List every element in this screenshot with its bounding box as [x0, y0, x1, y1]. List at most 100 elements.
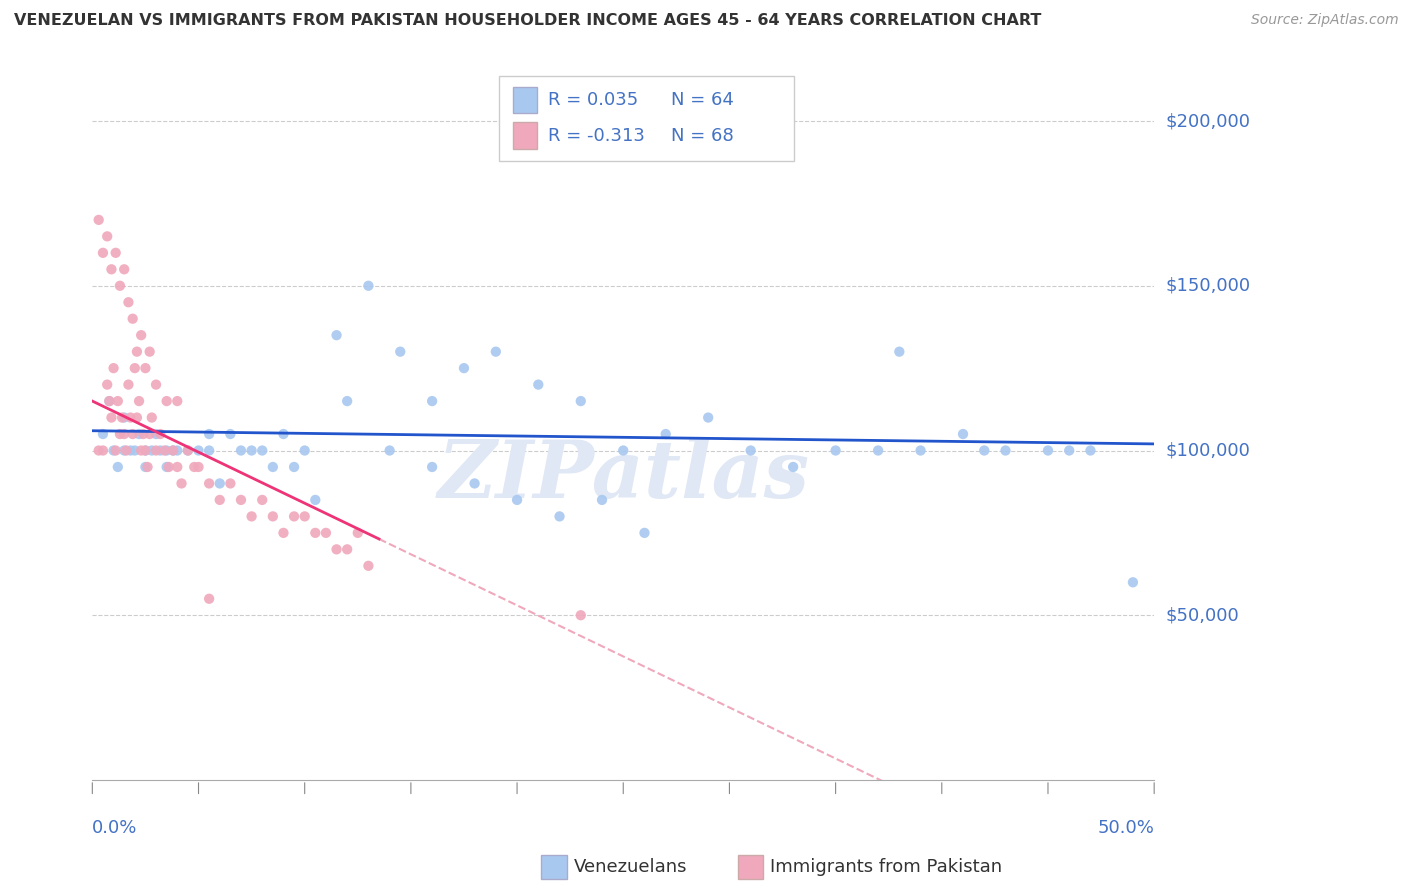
Point	[1122, 575, 1144, 590]
Point	[141, 443, 163, 458]
Text: $150,000: $150,000	[1166, 277, 1250, 294]
Point	[1057, 443, 1080, 458]
Point	[103, 361, 125, 376]
Point	[262, 509, 284, 524]
Point	[121, 311, 143, 326]
Point	[548, 509, 571, 524]
Point	[187, 460, 209, 475]
Point	[198, 591, 221, 606]
Point	[569, 608, 592, 623]
Point	[120, 410, 142, 425]
Point	[149, 443, 172, 458]
Point	[156, 460, 179, 475]
Point	[138, 344, 160, 359]
Point	[111, 410, 134, 425]
Point	[357, 278, 380, 293]
Text: 0.0%: 0.0%	[93, 819, 138, 837]
Point	[166, 443, 188, 458]
Point	[107, 460, 129, 475]
Point	[104, 245, 127, 260]
Point	[134, 460, 156, 475]
Point	[453, 361, 475, 376]
Point	[100, 262, 122, 277]
Point	[124, 361, 146, 376]
Point	[120, 443, 142, 458]
Point	[612, 443, 634, 458]
Point	[346, 525, 368, 540]
Point	[183, 460, 205, 475]
Text: R = 0.035: R = 0.035	[548, 91, 638, 109]
Point	[108, 427, 131, 442]
Point	[283, 509, 305, 524]
Point	[134, 443, 156, 458]
Point	[138, 427, 160, 442]
Point	[208, 476, 231, 491]
Point	[420, 460, 443, 475]
Point	[219, 427, 242, 442]
Point	[117, 377, 139, 392]
Point	[132, 427, 155, 442]
Point	[357, 558, 380, 573]
Point	[198, 443, 221, 458]
Text: N = 68: N = 68	[671, 127, 734, 145]
Point	[103, 443, 125, 458]
Point	[136, 460, 159, 475]
Point	[973, 443, 995, 458]
Point	[91, 427, 114, 442]
Point	[782, 460, 804, 475]
Point	[129, 443, 152, 458]
Point	[591, 492, 613, 507]
Point	[229, 443, 252, 458]
Point	[128, 427, 150, 442]
Point	[740, 443, 762, 458]
Point	[104, 443, 127, 458]
Point	[294, 443, 316, 458]
Point	[569, 394, 592, 409]
Point	[633, 525, 655, 540]
Text: Venezuelans: Venezuelans	[574, 858, 688, 876]
Point	[145, 443, 167, 458]
Point	[87, 212, 110, 227]
Point	[108, 278, 131, 293]
Point	[485, 344, 508, 359]
Point	[134, 443, 156, 458]
Point	[336, 542, 359, 557]
Text: VENEZUELAN VS IMMIGRANTS FROM PAKISTAN HOUSEHOLDER INCOME AGES 45 - 64 YEARS COR: VENEZUELAN VS IMMIGRANTS FROM PAKISTAN H…	[14, 13, 1042, 29]
Point	[240, 509, 263, 524]
Point	[112, 443, 135, 458]
Point	[187, 443, 209, 458]
Point	[283, 460, 305, 475]
Point	[420, 394, 443, 409]
Point	[145, 377, 167, 392]
Point	[121, 427, 143, 442]
Point	[304, 525, 326, 540]
Point	[654, 427, 676, 442]
Point	[98, 394, 121, 409]
Text: $50,000: $50,000	[1166, 607, 1239, 624]
Point	[145, 427, 167, 442]
Point	[87, 443, 110, 458]
Text: Source: ZipAtlas.com: Source: ZipAtlas.com	[1251, 13, 1399, 28]
Point	[198, 476, 221, 491]
Point	[315, 525, 337, 540]
Point	[162, 443, 184, 458]
Point	[389, 344, 412, 359]
Point	[824, 443, 846, 458]
Point	[141, 410, 163, 425]
Text: R = -0.313: R = -0.313	[548, 127, 645, 145]
Point	[117, 295, 139, 310]
Point	[177, 443, 200, 458]
Point	[156, 394, 179, 409]
Point	[240, 443, 263, 458]
Point	[115, 443, 138, 458]
Point	[1036, 443, 1059, 458]
Point	[262, 460, 284, 475]
Point	[868, 443, 890, 458]
Point	[162, 443, 184, 458]
Point	[134, 361, 156, 376]
Point	[910, 443, 932, 458]
Point	[889, 344, 911, 359]
Text: Immigrants from Pakistan: Immigrants from Pakistan	[770, 858, 1002, 876]
Point	[229, 492, 252, 507]
Point	[91, 245, 114, 260]
